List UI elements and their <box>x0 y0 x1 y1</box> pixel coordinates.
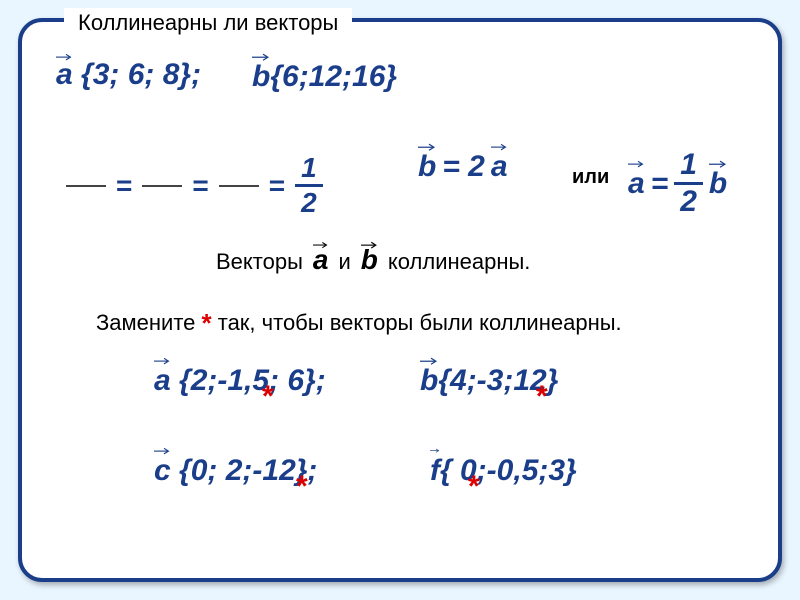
vec-letter: c <box>154 454 171 487</box>
exercise-vector-a: a {2;-1,5; 6}; <box>154 364 326 398</box>
ratio-expression: = = = 1 2 <box>66 154 323 217</box>
collinear-statement: Векторы a и b коллинеарны. <box>216 244 530 276</box>
vector-c-symbol: c <box>154 454 171 488</box>
vector-a-symbol: a <box>491 150 508 184</box>
vec-letter: b <box>252 60 270 93</box>
vector-a-def: a {3; 6; 8}; <box>56 58 201 92</box>
vector-f-symbol: f <box>430 454 440 488</box>
exercise-vector-f: f { 0;-0,5;3} <box>430 454 577 488</box>
vector-a-symbol: a <box>154 364 171 398</box>
vector-b-symbol: b <box>252 60 270 94</box>
coords: {2;-1,5; 6}; <box>179 364 326 397</box>
star-overlay-icon: * <box>296 470 308 504</box>
vec-letter: b <box>418 150 436 183</box>
star-overlay-icon: * <box>468 470 480 504</box>
vec-letter: a <box>154 364 171 397</box>
equals: = <box>651 167 669 201</box>
slide-title: Коллинеарны ли векторы <box>64 8 352 38</box>
or-text: или <box>572 166 609 189</box>
equation-a-halfb: a = 1 2 b <box>628 150 727 217</box>
equals: = <box>192 170 208 202</box>
vector-a-symbol: a <box>56 58 73 92</box>
text: Замените <box>96 310 202 335</box>
vec-letter: f <box>430 454 440 487</box>
exercise-vector-c: c {0; 2;-12}; <box>154 454 317 488</box>
text: коллинеарны. <box>388 249 531 275</box>
placeholder-dash <box>219 185 259 187</box>
vec-letter: a <box>628 167 645 200</box>
vec-letter: a <box>313 244 329 275</box>
placeholder-dash <box>66 185 106 187</box>
vec-letter: b <box>709 167 727 200</box>
frac-den: 2 <box>301 187 317 217</box>
vector-b-symbol: b <box>418 150 436 184</box>
vec-letter: b <box>420 364 438 397</box>
vec-letter: b <box>361 244 378 275</box>
vector-b-def: b {6;12;16} <box>252 60 397 94</box>
vector-b-symbol: b <box>709 167 727 201</box>
fraction-half: 1 2 <box>295 154 323 217</box>
frac-num: 1 <box>295 154 323 187</box>
star-overlay-icon: * <box>536 380 548 414</box>
text: Векторы <box>216 249 303 275</box>
text: так, чтобы векторы были коллинеарны. <box>212 310 622 335</box>
vec-letter: a <box>56 58 73 91</box>
equals: = <box>116 170 132 202</box>
vector-a-symbol: a <box>628 167 645 201</box>
equation-b-2a: b = 2 a <box>418 150 508 184</box>
star-icon: * <box>202 308 212 338</box>
vec-b-coords: {6;12;16} <box>270 60 397 93</box>
frac-den: 2 <box>680 185 697 217</box>
slide-frame: Коллинеарны ли векторы a {3; 6; 8}; b {6… <box>18 18 782 582</box>
slide-content: a {3; 6; 8}; b {6;12;16} = = = 1 2 <box>42 58 758 558</box>
fraction-half: 1 2 <box>674 150 703 217</box>
vector-b-symbol: b <box>420 364 438 398</box>
equals: = <box>269 170 285 202</box>
vec-a-coords: {3; 6; 8}; <box>81 58 201 91</box>
placeholder-dash <box>142 185 182 187</box>
vector-b-symbol: b <box>361 244 378 276</box>
coords: { 0;-0,5;3} <box>440 454 577 487</box>
vector-a-symbol: a <box>313 244 329 276</box>
instruction: Замените * так, чтобы векторы были колли… <box>96 306 622 337</box>
frac-num: 1 <box>674 150 703 185</box>
equals-2: = 2 <box>442 150 485 184</box>
text: и <box>338 249 350 275</box>
star-overlay-icon: * <box>262 380 274 414</box>
vec-letter: a <box>491 150 508 183</box>
